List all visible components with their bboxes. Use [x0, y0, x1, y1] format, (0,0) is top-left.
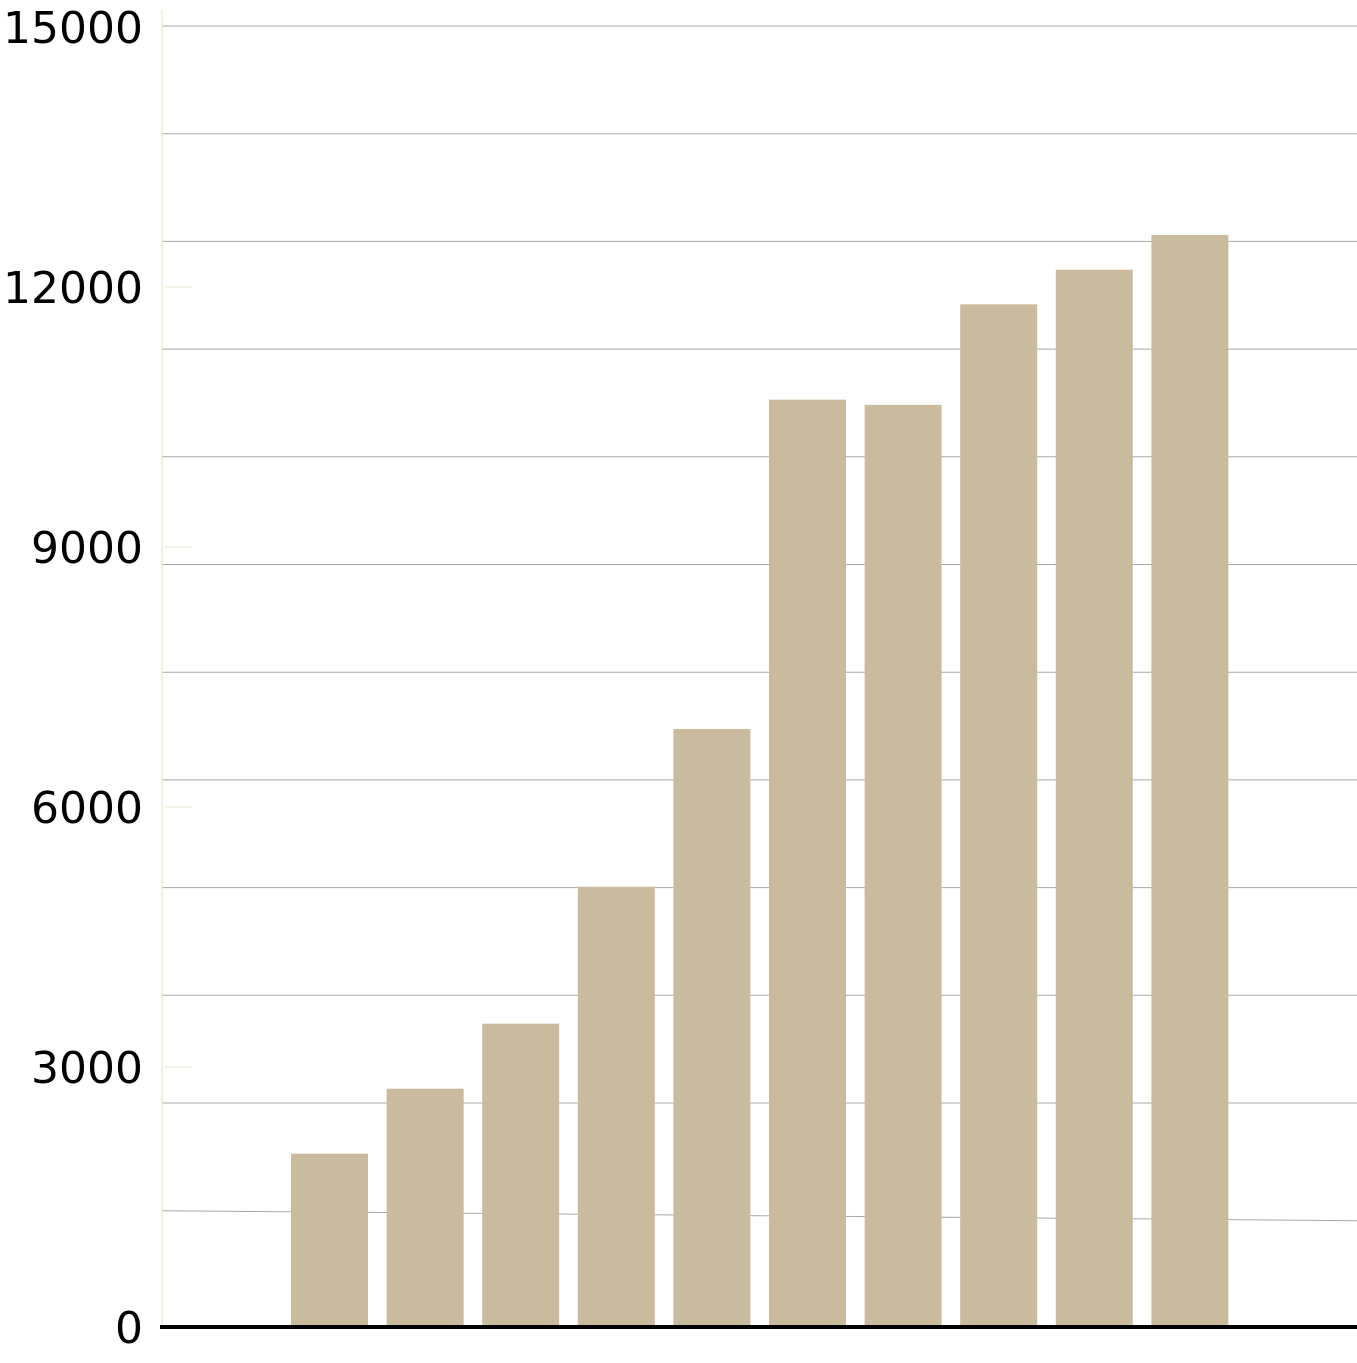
bar-4 — [577, 886, 655, 1327]
y-tick-label: 12000 — [3, 263, 143, 314]
bar-5 — [673, 729, 751, 1327]
bar-3 — [482, 1023, 560, 1327]
bar-7 — [864, 404, 942, 1327]
bar-6 — [769, 399, 846, 1328]
bar-10 — [1151, 235, 1229, 1327]
y-tick-label: 9000 — [31, 523, 143, 574]
bar-1 — [291, 1153, 368, 1327]
bar-2 — [386, 1088, 464, 1327]
bar-9 — [1055, 269, 1133, 1328]
y-tick-label: 3000 — [31, 1043, 143, 1094]
y-tick-label: 15000 — [3, 3, 143, 54]
bars — [291, 235, 1229, 1328]
y-tick-label: 0 — [115, 1303, 143, 1354]
y-axis-ticks: 0 3000 6000 9000 12000 15000 — [3, 3, 192, 1354]
bar-8 — [960, 304, 1038, 1327]
y-tick-label: 6000 — [31, 783, 143, 834]
